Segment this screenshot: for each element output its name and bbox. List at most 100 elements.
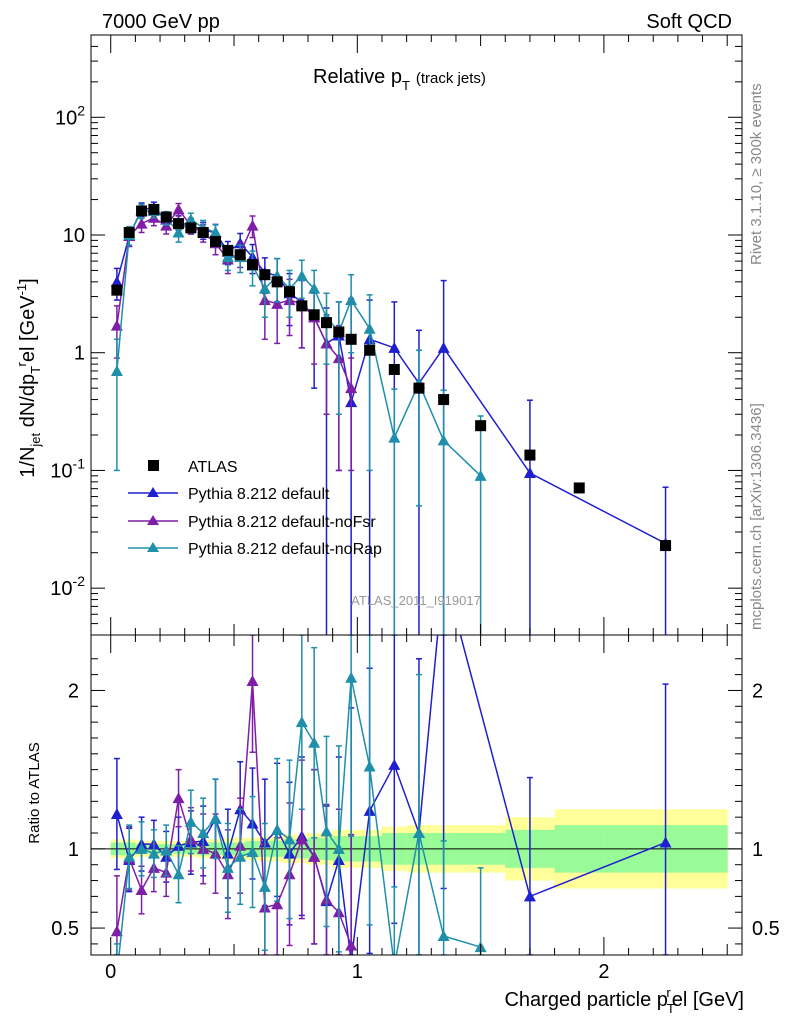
y-tick-label-exponent: -2	[73, 573, 86, 589]
marker-norap	[437, 434, 450, 446]
legend-label-default: Pythia 8.212 default	[188, 486, 330, 503]
chart-title-note: (track jets)	[416, 70, 486, 87]
data-point-atlas	[660, 540, 672, 552]
marker-nofsr	[271, 297, 284, 309]
series-line-norap	[116, 210, 482, 477]
ratio-marker-norap	[209, 812, 222, 824]
ratio-y-tick-label-right: 2	[752, 680, 763, 702]
ratio-marker-norap	[160, 844, 173, 856]
y-axis-label-part: dN/dp	[17, 374, 39, 433]
ratio-marker-nofsr	[345, 939, 358, 951]
y-axis-label: 1/Njet dN/dpTrel [GeV-1]	[14, 278, 43, 477]
legend-label-nofsr: Pythia 8.212 default-noFsr	[188, 514, 376, 531]
legend-label-atlas: ATLAS	[188, 459, 238, 476]
ratio-marker-norap	[320, 825, 333, 837]
data-point-atlas	[284, 286, 296, 298]
ratio-marker-norap	[308, 736, 321, 748]
x-axis-label: Charged particle pTrel [GeV]	[504, 985, 744, 1016]
data-point-atlas	[271, 276, 283, 288]
ratio-marker-norap	[437, 929, 450, 941]
y-tick-label: 10-2	[50, 573, 85, 600]
data-point-atlas	[475, 420, 487, 432]
ratio-marker-default	[523, 890, 536, 902]
data-point-atlas	[573, 482, 585, 494]
data-point-atlas	[136, 205, 148, 217]
x-tick-label: 2	[598, 961, 609, 983]
ratio-marker-norap	[332, 842, 345, 854]
legend-marker-default	[147, 487, 159, 497]
x-axis-label-part: Charged particle p	[504, 989, 667, 1011]
marker-norap	[110, 364, 123, 376]
ratio-marker-nofsr	[271, 898, 284, 910]
data-point-atlas	[160, 211, 172, 223]
y-tick-label: 1	[74, 343, 85, 365]
series-nofsr	[110, 202, 358, 472]
marker-norap	[295, 269, 308, 281]
y-axis-label-part: el [GeV	[17, 295, 39, 362]
data-point-atlas	[173, 218, 185, 230]
marker-norap	[345, 294, 358, 306]
ratio-series-norap	[113, 635, 487, 955]
ratio-marker-norap	[184, 815, 197, 827]
data-point-atlas	[234, 249, 246, 261]
marker-norap	[388, 431, 401, 443]
ratio-marker-norap	[234, 850, 247, 862]
ratio-series-default	[110, 635, 672, 955]
data-point-atlas	[320, 317, 332, 329]
rivet-version-label: Rivet 3.1.10, ≥ 300k events	[748, 83, 765, 265]
data-point-atlas	[524, 449, 536, 461]
header-energy: 7000 GeV pp	[102, 11, 220, 33]
ratio-marker-default	[110, 808, 123, 820]
legend-marker-norap	[147, 542, 159, 552]
ratio-panel	[91, 635, 742, 955]
analysis-watermark: ATLAS_2011_I919017	[351, 593, 481, 608]
y-axis-label-part: jet	[28, 432, 43, 447]
ratio-marker-nofsr	[295, 833, 308, 845]
marker-default	[437, 341, 450, 353]
ratio-axes: 0.5 0.5 1 1 2 2 0 1 2	[51, 634, 780, 983]
ratio-marker-nofsr	[172, 792, 185, 804]
ratio-marker-norap	[345, 671, 358, 683]
x-tick-label: 0	[105, 961, 116, 983]
ratio-frame	[90, 634, 743, 956]
ratio-marker-norap	[283, 833, 296, 845]
ratio-marker-norap	[123, 850, 136, 862]
data-point-atlas	[345, 333, 357, 345]
ratio-marker-norap	[258, 880, 271, 892]
ratio-marker-nofsr	[308, 850, 321, 862]
data-point-atlas	[111, 284, 123, 296]
ratio-marker-norap	[147, 847, 160, 859]
ratio-y-tick-label: 1	[68, 839, 79, 861]
y-tick-label-exponent: 2	[77, 102, 85, 118]
y-tick-label-base: 10	[55, 107, 77, 129]
data-point-atlas	[247, 259, 259, 271]
marker-norap	[474, 469, 487, 481]
marker-nofsr	[246, 219, 259, 231]
series-atlas	[111, 203, 672, 552]
ratio-marker-default	[388, 758, 401, 770]
y-axis-label-part: r	[14, 361, 29, 366]
y-axis-label-part: -1	[14, 284, 29, 296]
ratio-y-tick-label-right: 0.5	[752, 918, 780, 940]
marker-default	[110, 275, 123, 287]
marker-norap	[209, 226, 222, 238]
ratio-y-tick-label-right: 1	[752, 839, 763, 861]
data-point-atlas	[197, 227, 209, 239]
data-point-atlas	[210, 236, 222, 248]
ratio-marker-norap	[221, 861, 234, 873]
ratio-line-nofsr	[116, 680, 352, 946]
ratio-marker-norap	[172, 868, 185, 880]
marker-norap	[258, 282, 271, 294]
ratio-marker-nofsr	[110, 925, 123, 937]
data-point-atlas	[413, 382, 425, 394]
marker-nofsr	[345, 382, 358, 394]
x-tick-label: 1	[352, 961, 363, 983]
data-point-atlas	[296, 300, 308, 312]
marker-nofsr	[135, 217, 148, 229]
ratio-marker-norap	[271, 823, 284, 835]
y-tick-label: 10	[63, 225, 85, 247]
ratio-y-tick-label: 2	[68, 680, 79, 702]
marker-nofsr	[172, 203, 185, 215]
marker-norap	[184, 213, 197, 225]
